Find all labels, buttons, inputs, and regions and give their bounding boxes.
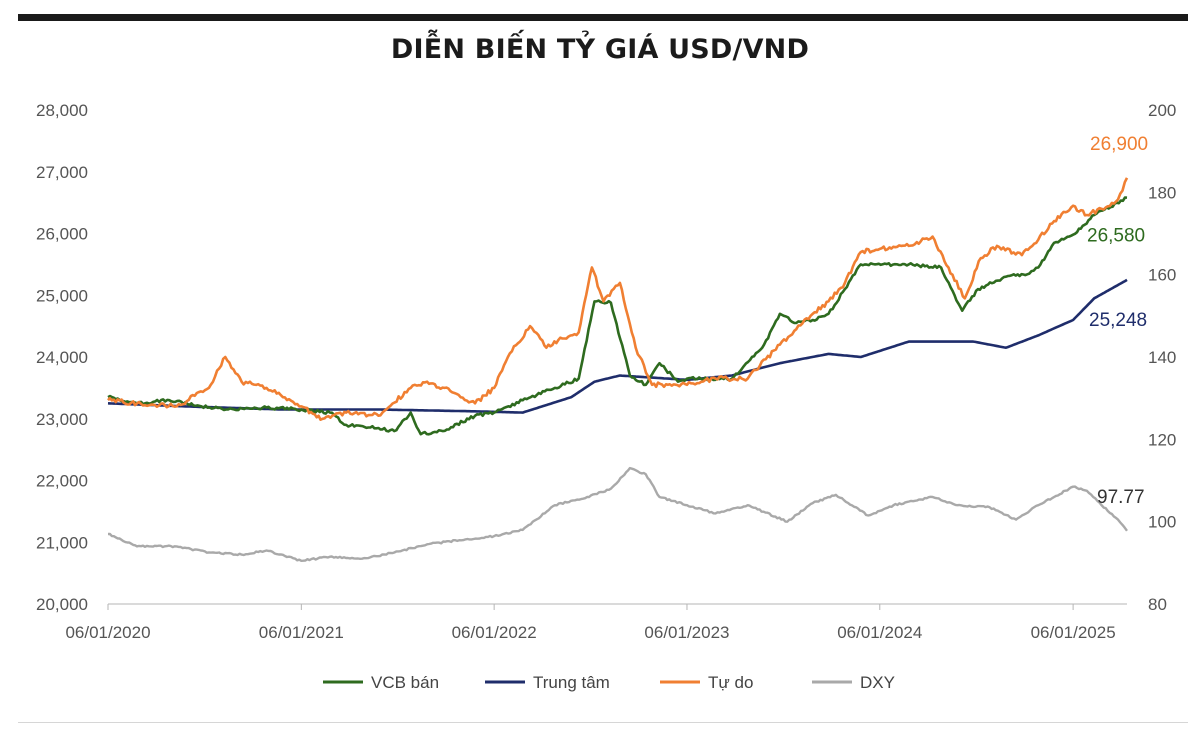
y-right-tick-label-3: 140 [1148,348,1176,367]
y-right-tick-label-4: 160 [1148,266,1176,285]
legend-label-2: Tự do [708,673,753,692]
y-left-tick-label-1: 21,000 [36,533,88,552]
legend-label-0: VCB bán [371,673,439,692]
chart-title: DIỄN BIẾN TỶ GIÁ USD/VND [390,34,810,65]
series-line-0 [108,466,1128,562]
y-left-tick-label-6: 26,000 [36,225,88,244]
y-right-tick-label-5: 180 [1148,183,1176,202]
bottom-rule [18,722,1188,723]
series-end-label-0: 97.77 [1097,487,1145,508]
x-tick-label-2: 06/01/2022 [452,623,537,642]
top-rule [18,14,1188,21]
series-end-label-1: 25,248 [1089,310,1147,331]
x-tick-label-1: 06/01/2021 [259,623,344,642]
legend-label-3: DXY [860,673,895,692]
series-end-label-2: 26,580 [1087,226,1145,247]
series-line-3 [107,177,1129,421]
x-tick-label-0: 06/01/2020 [65,623,150,642]
y-left-tick-label-7: 27,000 [36,163,88,182]
series-line-1 [107,278,1128,414]
y-left-tick-label-2: 22,000 [36,472,88,491]
y-left-tick-label-3: 23,000 [36,410,88,429]
x-tick-label-3: 06/01/2023 [644,623,729,642]
y-right-tick-label-0: 80 [1148,595,1167,614]
y-left-tick-label-8: 28,000 [36,101,88,120]
y-left-tick-label-0: 20,000 [36,595,88,614]
x-tick-label-4: 06/01/2024 [837,623,922,642]
y-right-tick-label-6: 200 [1148,101,1176,120]
y-left-tick-label-5: 25,000 [36,286,88,305]
series-line-2 [107,196,1128,436]
y-right-tick-label-2: 120 [1148,430,1176,449]
x-tick-label-5: 06/01/2025 [1031,623,1116,642]
y-right-tick-label-1: 100 [1148,513,1176,532]
y-left-tick-label-4: 24,000 [36,348,88,367]
legend-label-1: Trung tâm [533,673,610,692]
series-end-label-3: 26,900 [1090,134,1148,155]
